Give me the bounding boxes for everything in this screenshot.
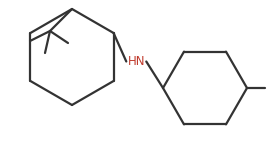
Text: HN: HN xyxy=(127,55,145,68)
